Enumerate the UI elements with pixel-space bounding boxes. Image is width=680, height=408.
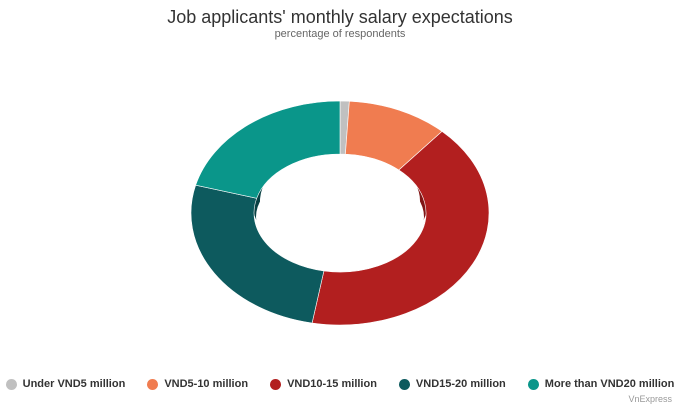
legend-swatch xyxy=(5,378,17,390)
legend-label: Under VND5 million xyxy=(22,378,126,390)
donut-chart xyxy=(190,100,490,326)
legend-label: VND5-10 million xyxy=(164,378,249,390)
donut-hole xyxy=(256,166,424,268)
legend-swatch xyxy=(527,378,539,390)
source-credit: VnExpress xyxy=(628,394,672,404)
legend-label: VND15-20 million xyxy=(415,378,506,390)
legend-swatch xyxy=(398,378,410,390)
donut-slice-5[interactable] xyxy=(195,100,341,199)
chart-legend: Under VND5 million VND5-10 million VND10-1… xyxy=(0,378,680,390)
legend-item[interactable]: Under VND5 million xyxy=(5,378,126,390)
legend-label: More than VND20 million xyxy=(544,378,675,390)
chart-title: Job applicants' monthly salary expectati… xyxy=(167,7,513,27)
chart-subtitle: percentage of respondents xyxy=(274,28,406,40)
legend-swatch xyxy=(147,378,159,390)
legend-swatch xyxy=(270,378,282,390)
legend-item[interactable]: VND5-10 million xyxy=(147,378,248,390)
legend-item[interactable]: VND15-20 million xyxy=(398,378,506,390)
legend-item[interactable]: VND10-15 million xyxy=(270,378,377,390)
donut-slice-4[interactable] xyxy=(190,184,325,324)
legend-item[interactable]: More than VND20 million xyxy=(527,378,675,390)
legend-label: VND10-15 million xyxy=(287,378,377,390)
donut-slice-3[interactable] xyxy=(311,130,490,326)
donut-slices xyxy=(190,100,490,326)
